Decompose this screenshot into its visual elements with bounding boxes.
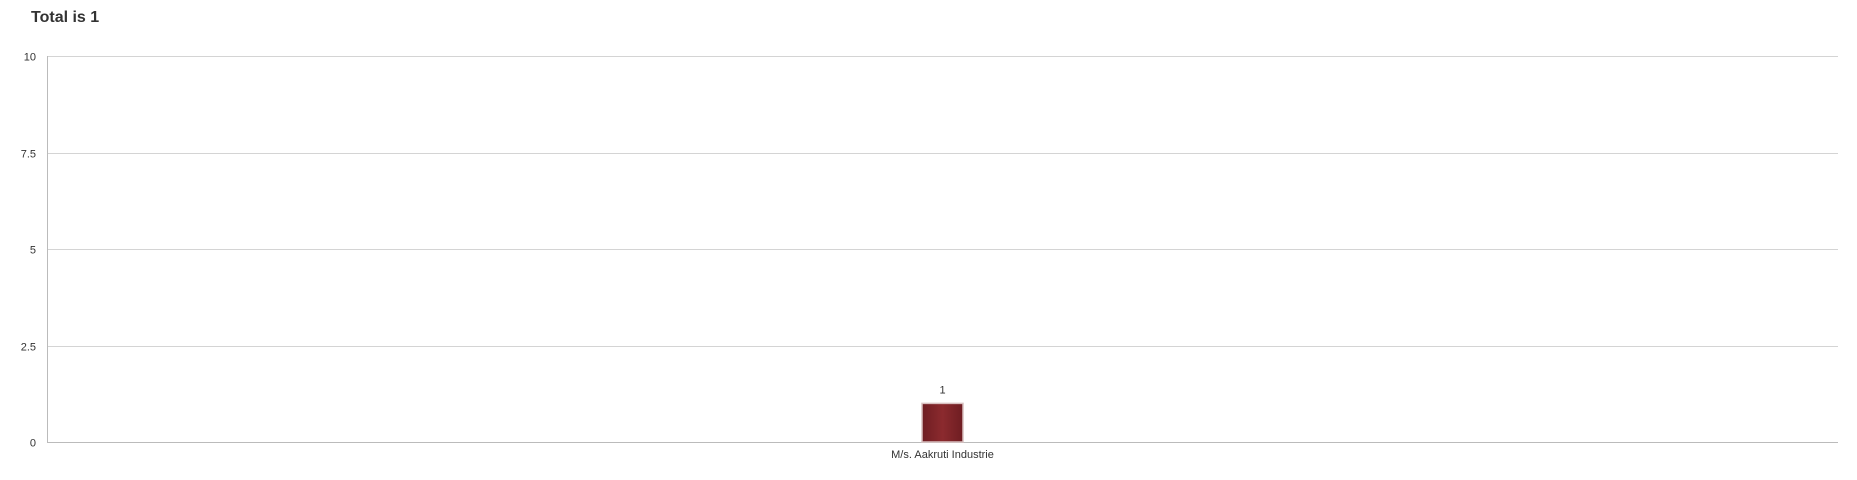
grid-lines [47,56,1838,347]
x-axis-ticks: M/s. Aakruti Industrie [891,449,994,461]
bar[interactable] [921,402,964,443]
y-axis-ticks: 0 2.5 5 7.5 10 [21,52,36,450]
bars: 1 [921,384,964,443]
y-tick-label: 0 [30,438,36,450]
y-tick-label: 10 [24,52,36,64]
data-label: 1 [939,384,945,396]
y-tick-label: 5 [30,245,36,257]
y-tick-label: 2.5 [21,342,36,354]
y-tick-label: 7.5 [21,149,36,161]
x-tick-label: M/s. Aakruti Industrie [891,449,994,461]
chart-title: Total is 1 [31,9,100,26]
